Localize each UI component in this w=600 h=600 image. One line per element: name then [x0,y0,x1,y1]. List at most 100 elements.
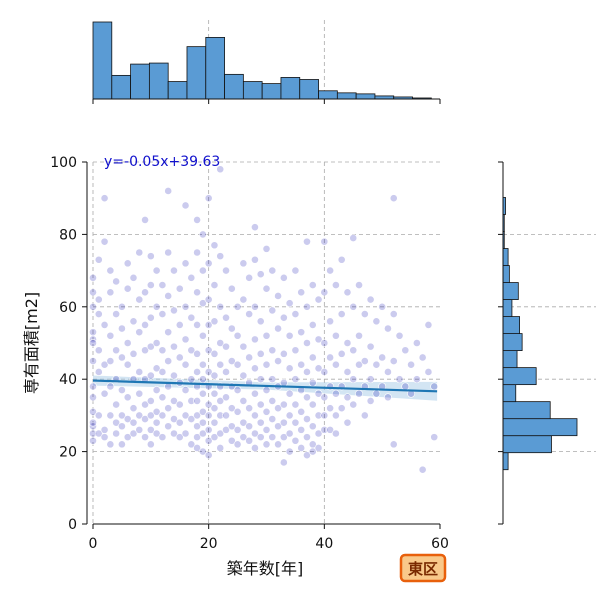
scatter-point [94,310,103,318]
y-tick-label: 0 [68,517,77,533]
scatter-point [158,310,167,318]
scatter-point [164,404,173,413]
scatter-point [285,331,294,340]
scatter-point [418,465,427,474]
scatter-point [291,375,300,384]
scatter-point [187,440,196,449]
scatter-point [152,407,161,416]
scatter-point [193,349,201,358]
scatter-point [268,433,277,442]
scatter-point [233,407,242,416]
scatter-point [274,422,282,431]
scatter-point [181,386,190,394]
scatter-point [378,353,387,362]
scatter-point [198,266,207,275]
scatter-point [349,234,358,242]
scatter-point [227,324,236,333]
scatter-point [164,357,173,365]
scatter-point [256,400,265,409]
scatter-point [279,349,288,358]
scatter-point [141,216,149,224]
scatter-point [187,313,196,322]
scatter-point [227,422,236,431]
scatter-point [100,389,109,398]
scatter-point [239,259,248,268]
scatter-point [94,429,103,438]
scatter-point [355,360,363,369]
scatter-point [251,223,259,232]
scatter-point [181,259,190,268]
scatter-point [198,407,207,416]
scatter-point [210,418,219,427]
scatter-point [349,302,358,311]
scatter-point [285,447,294,456]
y-hist-bar [502,367,537,386]
scatter-point [118,386,126,394]
scatter-point [268,375,277,384]
scatter-point [89,339,97,347]
scatter-point [297,328,306,337]
scatter-point [262,440,271,449]
scatter-point [118,411,126,420]
scatter-point [94,346,103,355]
scatter-point [106,288,115,297]
scatter-point [331,281,340,289]
scatter-point [181,411,190,420]
scatter-point [187,273,196,282]
scatter-point [343,288,352,297]
x-tick-label: 0 [89,536,98,552]
scatter-point [187,346,196,355]
scatter-point [314,389,323,398]
scatter-point [112,277,121,286]
scatter-point [303,368,311,376]
scatter-point [204,320,213,329]
district-badge-box [399,553,447,583]
scatter-point [106,382,115,391]
scatter-point [129,404,138,413]
scatter-point [233,440,242,449]
scatter-point [297,288,306,297]
scatter-point [291,418,300,427]
scatter-point [331,429,340,438]
scatter-point [297,407,306,416]
y-hist-bar [502,350,518,369]
scatter-point [152,386,161,394]
scatter-point [239,342,248,351]
scatter-point [233,331,242,340]
scatter-point [262,244,271,253]
x-hist-bar [92,21,113,100]
scatter-point [407,360,415,369]
scatter-point [401,382,410,391]
scatter-point [360,357,369,365]
scatter-point [204,295,213,304]
scatter-point [135,368,144,376]
scatter-point [366,342,375,351]
scatter-point [193,368,201,376]
scatter-point [314,295,323,304]
scatter-point [372,317,381,326]
scatter-point [343,339,352,347]
scatter-point [366,397,375,405]
x-hist-bar [111,74,131,100]
scatter-point [262,425,271,434]
scatter-point [233,360,242,369]
scatter-point [204,346,213,355]
scatter-point [233,425,242,434]
scatter-point [349,400,358,409]
scatter-point [89,393,97,402]
scatter-point [245,422,254,431]
scatter-point [204,425,213,434]
scatter-point [256,349,265,358]
scatter-point [187,375,196,384]
scatter-point [279,273,288,282]
scatter-point [314,429,323,438]
scatter-point [297,425,306,434]
scatter-point [343,418,352,427]
scatter-point [175,418,184,427]
scatter-point [320,425,329,434]
regression-band-layer [93,375,438,401]
scatter-point [251,444,259,452]
scatter-point [389,194,398,203]
scatter-point [152,418,161,427]
